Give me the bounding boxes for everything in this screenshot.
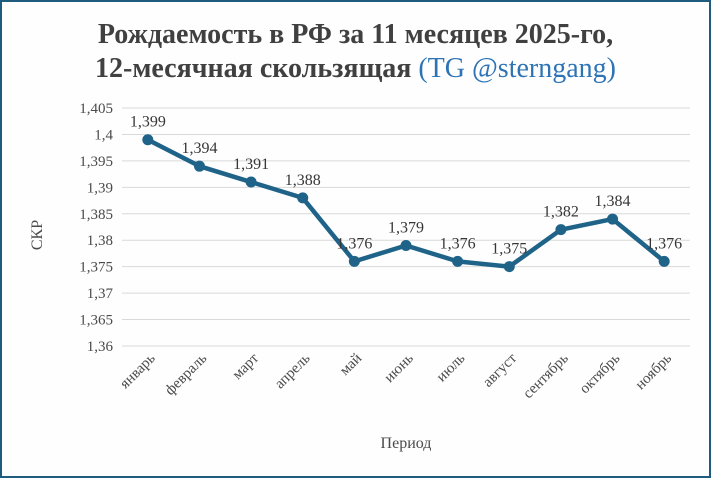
data-point-label: 1,399	[130, 114, 166, 131]
y-axis-tick-label: 1,4	[94, 127, 113, 143]
data-point-label: 1,376	[336, 235, 372, 252]
data-point-marker	[193, 160, 205, 172]
data-point-label: 1,388	[285, 172, 321, 189]
x-axis-category-label: июль	[434, 350, 469, 385]
data-point-marker	[297, 192, 309, 204]
y-axis-title: СКР	[29, 220, 46, 250]
x-axis-title: Период	[381, 435, 432, 452]
data-point-marker	[142, 134, 154, 146]
data-point-marker	[555, 224, 567, 236]
data-point-label: 1,394	[181, 140, 217, 157]
data-point-label: 1,375	[491, 241, 527, 258]
x-axis-category-label: август	[480, 350, 520, 390]
data-point-marker	[400, 240, 412, 252]
data-point-marker	[607, 213, 619, 225]
x-axis-category-label: ноябрь	[632, 350, 675, 393]
data-point-label: 1,379	[388, 220, 424, 237]
data-point-label: 1,382	[543, 204, 579, 221]
x-axis-category-label: апрель	[272, 350, 314, 392]
y-axis-tick-label: 1,365	[79, 313, 113, 329]
chart-title: Рождаемость в РФ за 11 месяцев 2025-го, …	[2, 18, 709, 86]
data-point-label: 1,376	[646, 235, 682, 252]
chart-title-line2-text: 12-месячная скользящая	[95, 53, 412, 84]
x-axis-category-label: февраль	[162, 350, 210, 398]
y-axis-tick-label: 1,39	[87, 180, 113, 196]
y-axis-tick-label: 1,37	[87, 286, 114, 302]
y-axis-tick-label: 1,385	[79, 207, 113, 223]
chart-title-line2: 12-месячная скользящая (TG @sterngang)	[2, 52, 709, 86]
data-point-label: 1,391	[233, 156, 269, 173]
data-point-marker	[245, 176, 257, 188]
x-axis-category-label: май	[337, 351, 365, 379]
data-point-marker	[348, 255, 360, 267]
x-axis-category-label: март	[229, 350, 262, 383]
chart-title-line1: Рождаемость в РФ за 11 месяцев 2025-го,	[97, 19, 614, 50]
data-point-marker	[658, 255, 670, 267]
x-axis-category-label: сентябрь	[520, 350, 572, 402]
y-axis-tick-label: 1,375	[79, 260, 113, 276]
data-point-label: 1,384	[595, 193, 631, 210]
chart-title-telegram-handle: (TG @sterngang)	[418, 53, 616, 84]
data-point-marker	[503, 261, 515, 273]
data-point-label: 1,376	[440, 235, 476, 252]
y-axis-tick-label: 1,395	[79, 154, 113, 170]
x-axis-category-label: июнь	[381, 350, 417, 386]
x-axis-category-label: январь	[117, 350, 159, 392]
x-axis-category-label: октябрь	[577, 350, 624, 397]
data-point-marker	[452, 255, 464, 267]
y-axis-tick-label: 1,36	[87, 339, 114, 355]
y-axis-tick-label: 1,405	[79, 101, 113, 117]
y-axis-tick-label: 1,38	[87, 233, 113, 249]
